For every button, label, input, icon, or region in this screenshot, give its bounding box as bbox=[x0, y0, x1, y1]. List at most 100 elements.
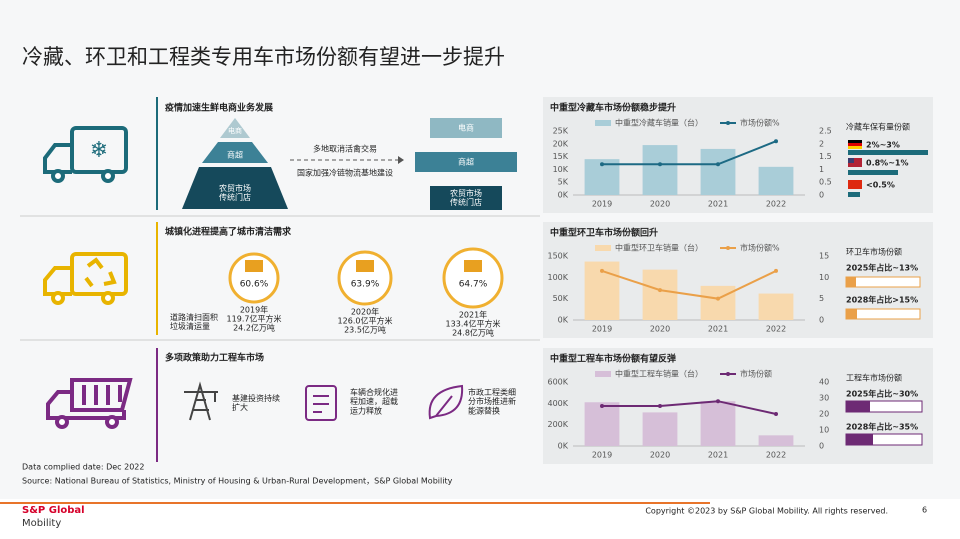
brand: S&P Global bbox=[22, 505, 85, 516]
y-tick-label: 50K bbox=[553, 294, 569, 303]
y2-tick-label: 30 bbox=[819, 394, 829, 403]
stack-box bbox=[430, 118, 502, 138]
share-title: 环卫车市场份额 bbox=[846, 247, 902, 257]
arrow-head bbox=[398, 156, 404, 164]
y2-tick-label: 2 bbox=[819, 139, 824, 148]
pyramid-label: 电商 bbox=[228, 126, 242, 135]
pyramid-layer bbox=[202, 142, 268, 163]
legend-swatch bbox=[595, 120, 611, 126]
y-tick-label: 200K bbox=[547, 420, 568, 429]
share-fill bbox=[846, 309, 857, 319]
circle-waste: 24.8亿万吨 bbox=[452, 328, 494, 338]
chart-title: 中重型冷藏车市场份额稳步提升 bbox=[550, 102, 676, 114]
x-tick-label: 2020 bbox=[650, 325, 670, 334]
stack-box bbox=[415, 152, 517, 172]
line bbox=[601, 269, 777, 300]
share-item: 2028年占比~35% bbox=[846, 422, 918, 432]
share-title: 工程车市场份额 bbox=[846, 373, 902, 383]
row-heading: 疫情加速生鲜电商业务发展 bbox=[165, 102, 273, 114]
y2-tick-label: 10 bbox=[819, 273, 829, 282]
stack-label: 商超 bbox=[458, 157, 474, 167]
x-tick-label: 2021 bbox=[708, 200, 728, 209]
circle-waste: 24.2亿万吨 bbox=[233, 323, 275, 333]
policy-text: 市政工程类细分市场推进新能源替换 bbox=[468, 387, 516, 415]
bar bbox=[700, 285, 736, 320]
flag bbox=[848, 140, 862, 149]
y-tick-label: 600K bbox=[547, 378, 568, 387]
building-icon bbox=[245, 260, 263, 272]
bar bbox=[642, 412, 678, 446]
x-tick-label: 2021 bbox=[708, 325, 728, 334]
y2-tick-label: 0 bbox=[819, 191, 824, 200]
chart-title: 中重型工程车市场份额有望反弹 bbox=[550, 353, 676, 365]
x-tick-label: 2022 bbox=[766, 325, 786, 334]
line-point bbox=[774, 412, 778, 416]
y-tick-label: 25K bbox=[553, 127, 569, 136]
bar bbox=[758, 435, 794, 446]
stack-label: 电商 bbox=[458, 123, 474, 133]
y-tick-label: 400K bbox=[547, 399, 568, 408]
slide-title: 冷藏、环卫和工程类专用车市场份额有望进一步提升 bbox=[22, 45, 505, 69]
share-item: <0.5% bbox=[866, 181, 895, 190]
page-number: 6 bbox=[922, 506, 927, 515]
policy-icon bbox=[305, 385, 337, 421]
line-point bbox=[716, 162, 720, 167]
legend-label: 市场份额 bbox=[740, 369, 772, 379]
y2-tick-label: 5 bbox=[819, 294, 824, 303]
bar bbox=[642, 145, 678, 195]
y2-tick-label: 1.5 bbox=[819, 152, 832, 161]
share-bar bbox=[848, 150, 928, 155]
circle-pct: 64.7% bbox=[459, 280, 488, 290]
share-item: 2028年占比>15% bbox=[846, 295, 918, 305]
date-note: Data complied date: Dec 2022 bbox=[22, 463, 144, 472]
y2-tick-label: 2.5 bbox=[819, 127, 832, 136]
circle-area: 119.7亿平方米 bbox=[227, 314, 282, 324]
share-item: 2025年占比~13% bbox=[846, 263, 918, 273]
line-point bbox=[600, 404, 604, 408]
x-tick-label: 2022 bbox=[766, 451, 786, 460]
y-tick-label: 20K bbox=[553, 139, 569, 148]
share-bar bbox=[848, 170, 898, 175]
circle-year: 2021年 bbox=[459, 310, 487, 320]
policy-text: 车辆合规化进程加速，超载运力释放 bbox=[350, 387, 398, 415]
policy-text: 基建投资持续扩大 bbox=[232, 393, 280, 412]
x-tick-label: 2020 bbox=[650, 200, 670, 209]
y2-tick-label: 40 bbox=[819, 378, 829, 387]
bar bbox=[758, 166, 794, 195]
x-tick-label: 2020 bbox=[650, 451, 670, 460]
ring bbox=[337, 250, 393, 306]
ring bbox=[228, 252, 280, 304]
bar bbox=[700, 148, 736, 195]
legend-label: 中重型冷藏车销量（台） bbox=[615, 118, 703, 128]
row-heading: 多项政策助力工程车市场 bbox=[165, 352, 264, 364]
truck-icon bbox=[43, 252, 128, 305]
building-icon bbox=[464, 260, 482, 272]
legend-label: 中重型工程车销量（台） bbox=[615, 369, 703, 379]
source-note: Source: National Bureau of Statistics, M… bbox=[22, 477, 453, 486]
truck-icon bbox=[46, 378, 133, 429]
share-fill bbox=[846, 434, 873, 445]
flag bbox=[848, 180, 862, 189]
y2-tick-label: 0.5 bbox=[819, 178, 832, 187]
y-tick-label: 5K bbox=[558, 178, 569, 187]
line-point bbox=[600, 162, 604, 167]
line-point bbox=[716, 296, 720, 301]
y2-tick-label: 0 bbox=[819, 316, 824, 325]
line bbox=[602, 400, 777, 415]
stack-box bbox=[430, 186, 502, 210]
y2-tick-label: 0 bbox=[819, 442, 824, 451]
building-icon bbox=[356, 260, 374, 272]
share-item: 2025年占比~30% bbox=[846, 389, 918, 399]
bar bbox=[584, 402, 620, 446]
arrow-text: 国家加强冷链物流基地建设 bbox=[297, 168, 393, 178]
legend-label: 市场份额% bbox=[740, 243, 780, 253]
share-title: 冷藏车保有量份额 bbox=[846, 122, 910, 132]
legend-label: 中重型环卫车销量（台） bbox=[615, 243, 703, 253]
share-item: 2%~3% bbox=[866, 141, 900, 150]
pyramid-layer bbox=[220, 118, 250, 138]
line-point bbox=[774, 139, 778, 144]
circle-pct: 60.6% bbox=[240, 280, 269, 290]
x-tick-label: 2019 bbox=[592, 325, 612, 334]
y-tick-label: 150K bbox=[547, 252, 568, 261]
